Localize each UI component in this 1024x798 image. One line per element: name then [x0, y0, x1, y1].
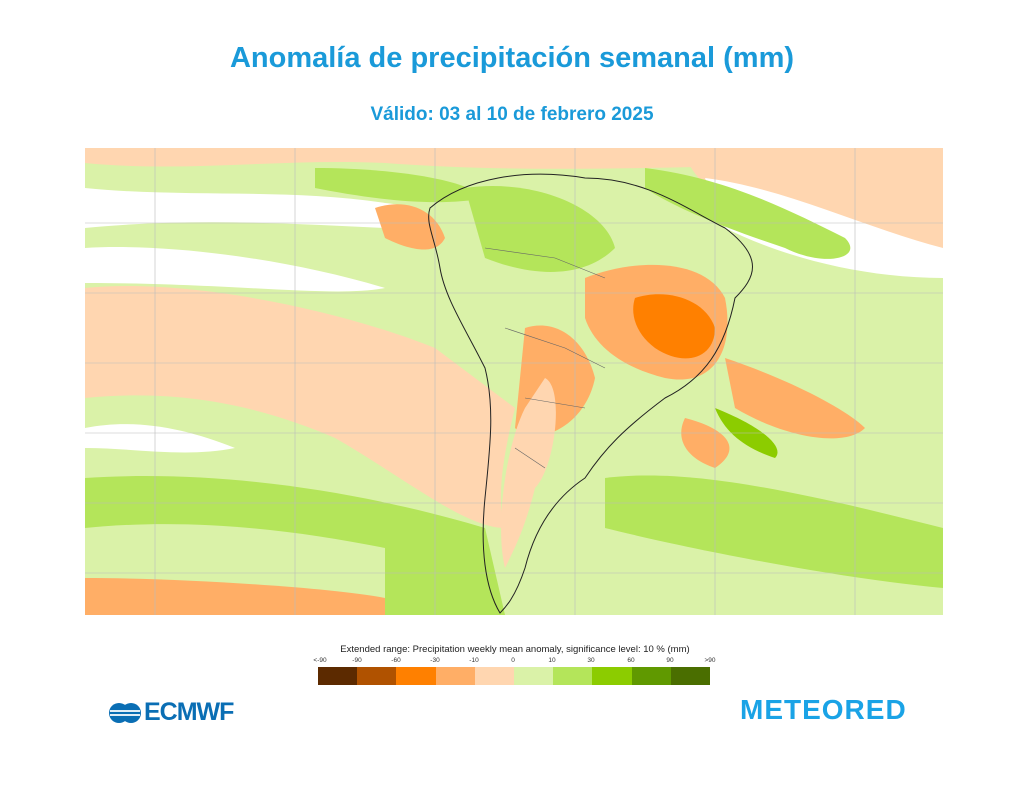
- ecmwf-logo-text: ECMWF: [144, 698, 234, 726]
- colorbar-swatch: [514, 667, 554, 685]
- colorbar-swatch: [670, 667, 711, 685]
- colorbar-tick: -60: [391, 657, 401, 664]
- colorbar-tick: 10: [548, 657, 556, 664]
- colorbar-tick: >90: [704, 657, 716, 664]
- colorbar-swatch: [474, 667, 515, 685]
- country-borders: [484, 247, 606, 469]
- colorbar-swatch: [318, 667, 358, 685]
- colorbar-tick: -10: [469, 657, 479, 664]
- ecmwf-logo: ECMWF: [108, 698, 234, 727]
- meteored-logo: METEORED: [740, 694, 907, 725]
- colorbar-tick: 30: [587, 657, 595, 664]
- colorbar-swatch: [553, 667, 593, 685]
- colorbar-swatch: [631, 667, 671, 685]
- colorbar-swatch: [592, 667, 632, 685]
- map-title: Anomalía de precipitación semanal (mm): [229, 42, 795, 74]
- anomaly-fields: [85, 148, 943, 615]
- colorbar-swatch: [396, 667, 436, 685]
- colorbar: [318, 667, 711, 685]
- valid-date-subtitle: Válido: 03 al 10 de febrero 2025: [370, 104, 654, 125]
- ecmwf-emblem-icon: [109, 702, 141, 723]
- colorbar-tick: 0: [511, 657, 515, 664]
- colorbar-swatch: [435, 667, 475, 685]
- precipitation-anomaly-map: [85, 148, 943, 615]
- colorbar-tick: -90: [352, 657, 362, 664]
- colorbar-tick: 60: [627, 657, 635, 664]
- south-america-coastline: [428, 173, 753, 614]
- colorbar-title: Extended range: Precipitation weekly mea…: [340, 644, 690, 655]
- colorbar-tick: -30: [430, 657, 440, 664]
- colorbar-swatch: [357, 667, 397, 685]
- grid-lines: [85, 148, 943, 615]
- colorbar-tick: <-90: [313, 657, 327, 664]
- colorbar-tick: 90: [666, 657, 674, 664]
